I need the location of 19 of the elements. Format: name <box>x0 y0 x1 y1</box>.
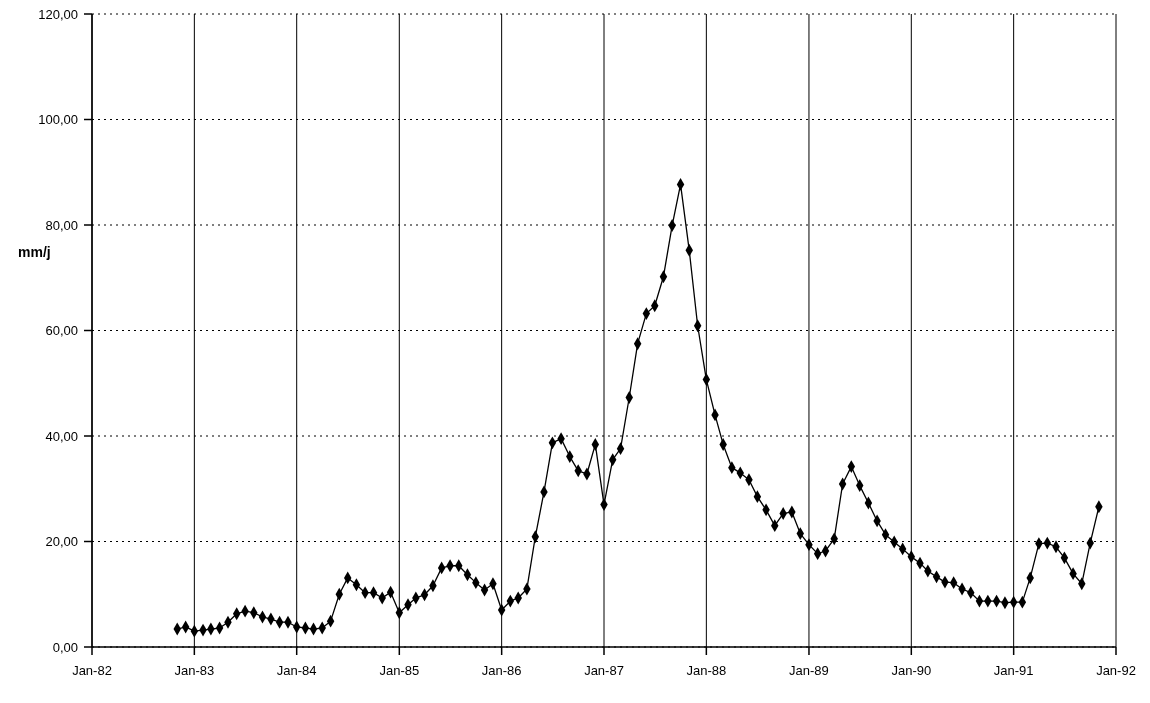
y-tick-label: 40,00 <box>45 428 78 444</box>
x-tick-label: Jan-91 <box>993 663 1034 678</box>
y-tick-label: 20,00 <box>45 534 78 550</box>
x-tick-label: Jan-89 <box>789 663 829 678</box>
x-tick-label: Jan-88 <box>686 663 727 678</box>
y-tick-label: 60,00 <box>45 323 78 339</box>
y-tick-label: 120,00 <box>38 6 78 22</box>
x-tick-label: Jan-92 <box>1096 663 1136 678</box>
x-tick-label: Jan-85 <box>379 663 420 678</box>
x-tick-label: Jan-87 <box>584 663 624 678</box>
y-tick-label: 100,00 <box>38 112 78 128</box>
y-axis-title: mm/j <box>18 243 51 260</box>
x-tick-label: Jan-84 <box>276 663 317 678</box>
x-tick-label: Jan-82 <box>72 663 112 678</box>
x-tick-label: Jan-90 <box>891 663 932 678</box>
y-tick-label: 0,00 <box>52 639 78 655</box>
x-tick-label: Jan-86 <box>481 663 522 678</box>
x-tick-label: Jan-83 <box>174 663 215 678</box>
y-tick-label: 80,00 <box>45 217 78 233</box>
